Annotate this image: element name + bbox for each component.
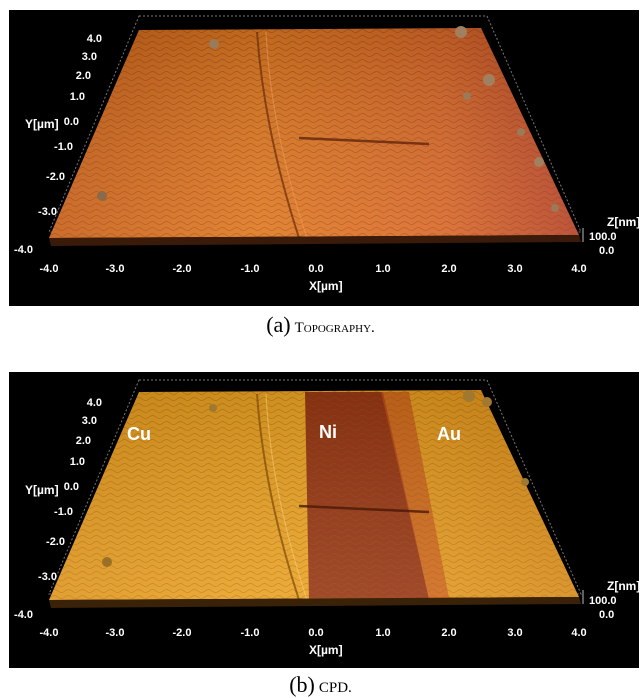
caption-text: CPD.	[318, 680, 352, 696]
region-label-cu: Cu	[127, 424, 151, 444]
caption-b: (b) CPD.	[0, 672, 641, 698]
caption-label: (b)	[289, 672, 315, 697]
y-tick: 2.0	[76, 435, 91, 447]
x-tick: -4.0	[40, 263, 59, 275]
y-tick: 3.0	[82, 415, 97, 427]
y-tick: -2.0	[46, 171, 65, 183]
z-axis-title: Z[nm]	[607, 215, 639, 229]
caption-text: Topography.	[294, 320, 375, 336]
x-tick: 1.0	[375, 263, 390, 275]
cpd-image: Cu Ni Au 4.0 3.0 2.0 1.0 0.0 -1.0 -2.0 -…	[9, 372, 639, 668]
z-tick: 0.0	[599, 245, 614, 257]
scratch-mark	[298, 504, 430, 514]
x-tick: -3.0	[106, 627, 125, 639]
y-axis-title: Y[µm]	[25, 483, 59, 497]
y-tick: -2.0	[46, 536, 65, 548]
x-tick: 1.0	[375, 627, 390, 639]
y-tick: 3.0	[82, 51, 97, 63]
x-tick: 2.0	[441, 263, 456, 275]
y-tick: 1.0	[70, 456, 85, 468]
x-tick: 3.0	[507, 627, 522, 639]
topography-plot: 4.0 3.0 2.0 1.0 0.0 -1.0 -2.0 -3.0 -4.0 …	[14, 15, 639, 293]
scratch-line	[256, 31, 300, 239]
x-axis-title: X[µm]	[309, 279, 343, 293]
x-tick: -1.0	[241, 627, 260, 639]
x-tick: -2.0	[173, 627, 192, 639]
surface-particle	[209, 39, 219, 49]
cpd-plot: Cu Ni Au 4.0 3.0 2.0 1.0 0.0 -1.0 -2.0 -…	[14, 379, 639, 657]
x-tick: 3.0	[507, 263, 522, 275]
caption-label: (a)	[266, 312, 291, 337]
y-tick: 4.0	[87, 33, 102, 45]
y-tick: -4.0	[14, 244, 33, 256]
scratch-mark	[298, 136, 430, 146]
region-label-ni: Ni	[319, 422, 337, 442]
x-tick: 4.0	[571, 263, 586, 275]
bounding-box	[48, 15, 582, 233]
topography-image: 4.0 3.0 2.0 1.0 0.0 -1.0 -2.0 -3.0 -4.0 …	[9, 10, 639, 306]
z-tick: 100.0	[589, 231, 617, 243]
y-tick: 0.0	[64, 481, 79, 493]
caption-a: (a) Topography.	[0, 312, 641, 338]
y-tick: -3.0	[38, 571, 57, 583]
y-tick: 2.0	[76, 70, 91, 82]
y-tick: -3.0	[38, 206, 57, 218]
x-axis-title: X[µm]	[309, 643, 343, 657]
x-tick: 0.0	[308, 263, 323, 275]
y-tick: -1.0	[54, 141, 73, 153]
z-tick: 100.0	[589, 595, 617, 607]
x-tick: -2.0	[173, 263, 192, 275]
y-axis-title: Y[µm]	[25, 117, 59, 131]
z-tick: 0.0	[599, 609, 614, 621]
x-tick: 2.0	[441, 627, 456, 639]
x-tick: 4.0	[571, 627, 586, 639]
x-tick: -3.0	[106, 263, 125, 275]
y-tick: -1.0	[54, 506, 73, 518]
x-tick: -1.0	[241, 263, 260, 275]
y-tick: -4.0	[14, 609, 33, 621]
y-tick: 0.0	[64, 116, 79, 128]
region-label-au: Au	[437, 424, 461, 444]
y-tick: 1.0	[70, 91, 85, 103]
y-tick: 4.0	[87, 397, 102, 409]
x-tick: 0.0	[308, 627, 323, 639]
z-axis-title: Z[nm]	[607, 579, 639, 593]
x-tick: -4.0	[40, 627, 59, 639]
